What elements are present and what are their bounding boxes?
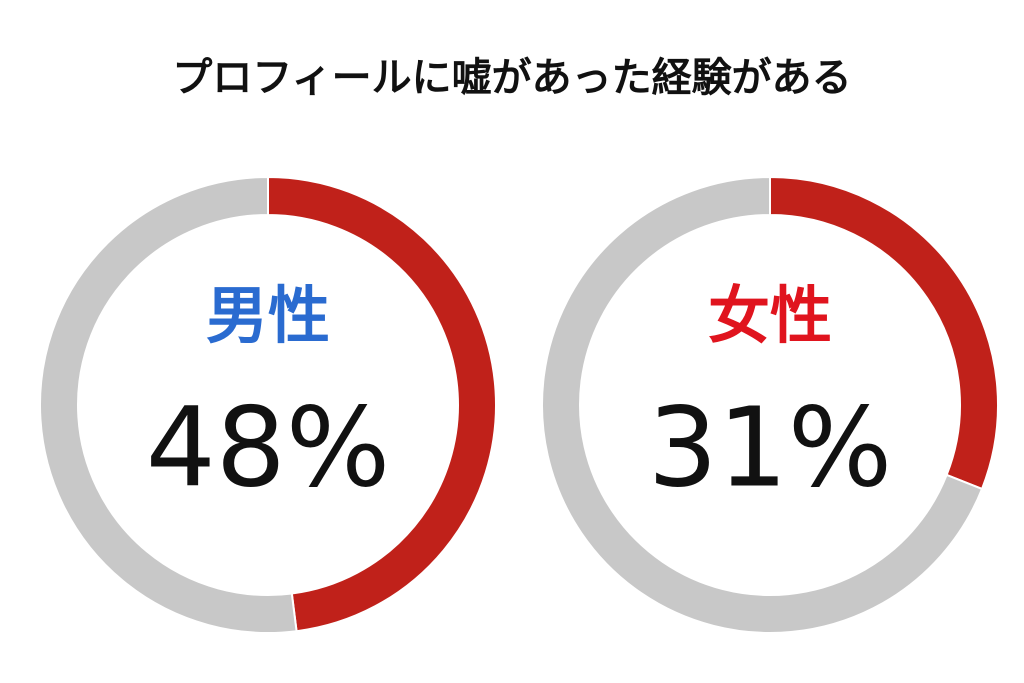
donut-title: 男性 bbox=[206, 279, 330, 352]
donut-segment bbox=[541, 175, 984, 634]
donut-title: 女性 bbox=[708, 279, 832, 352]
donut-segment bbox=[267, 175, 497, 633]
value-label: 48% bbox=[146, 383, 391, 511]
value-label: 31% bbox=[648, 383, 893, 511]
donut-segment bbox=[39, 175, 298, 634]
page-title: プロフィールに嘘があった経験がある bbox=[172, 55, 851, 101]
